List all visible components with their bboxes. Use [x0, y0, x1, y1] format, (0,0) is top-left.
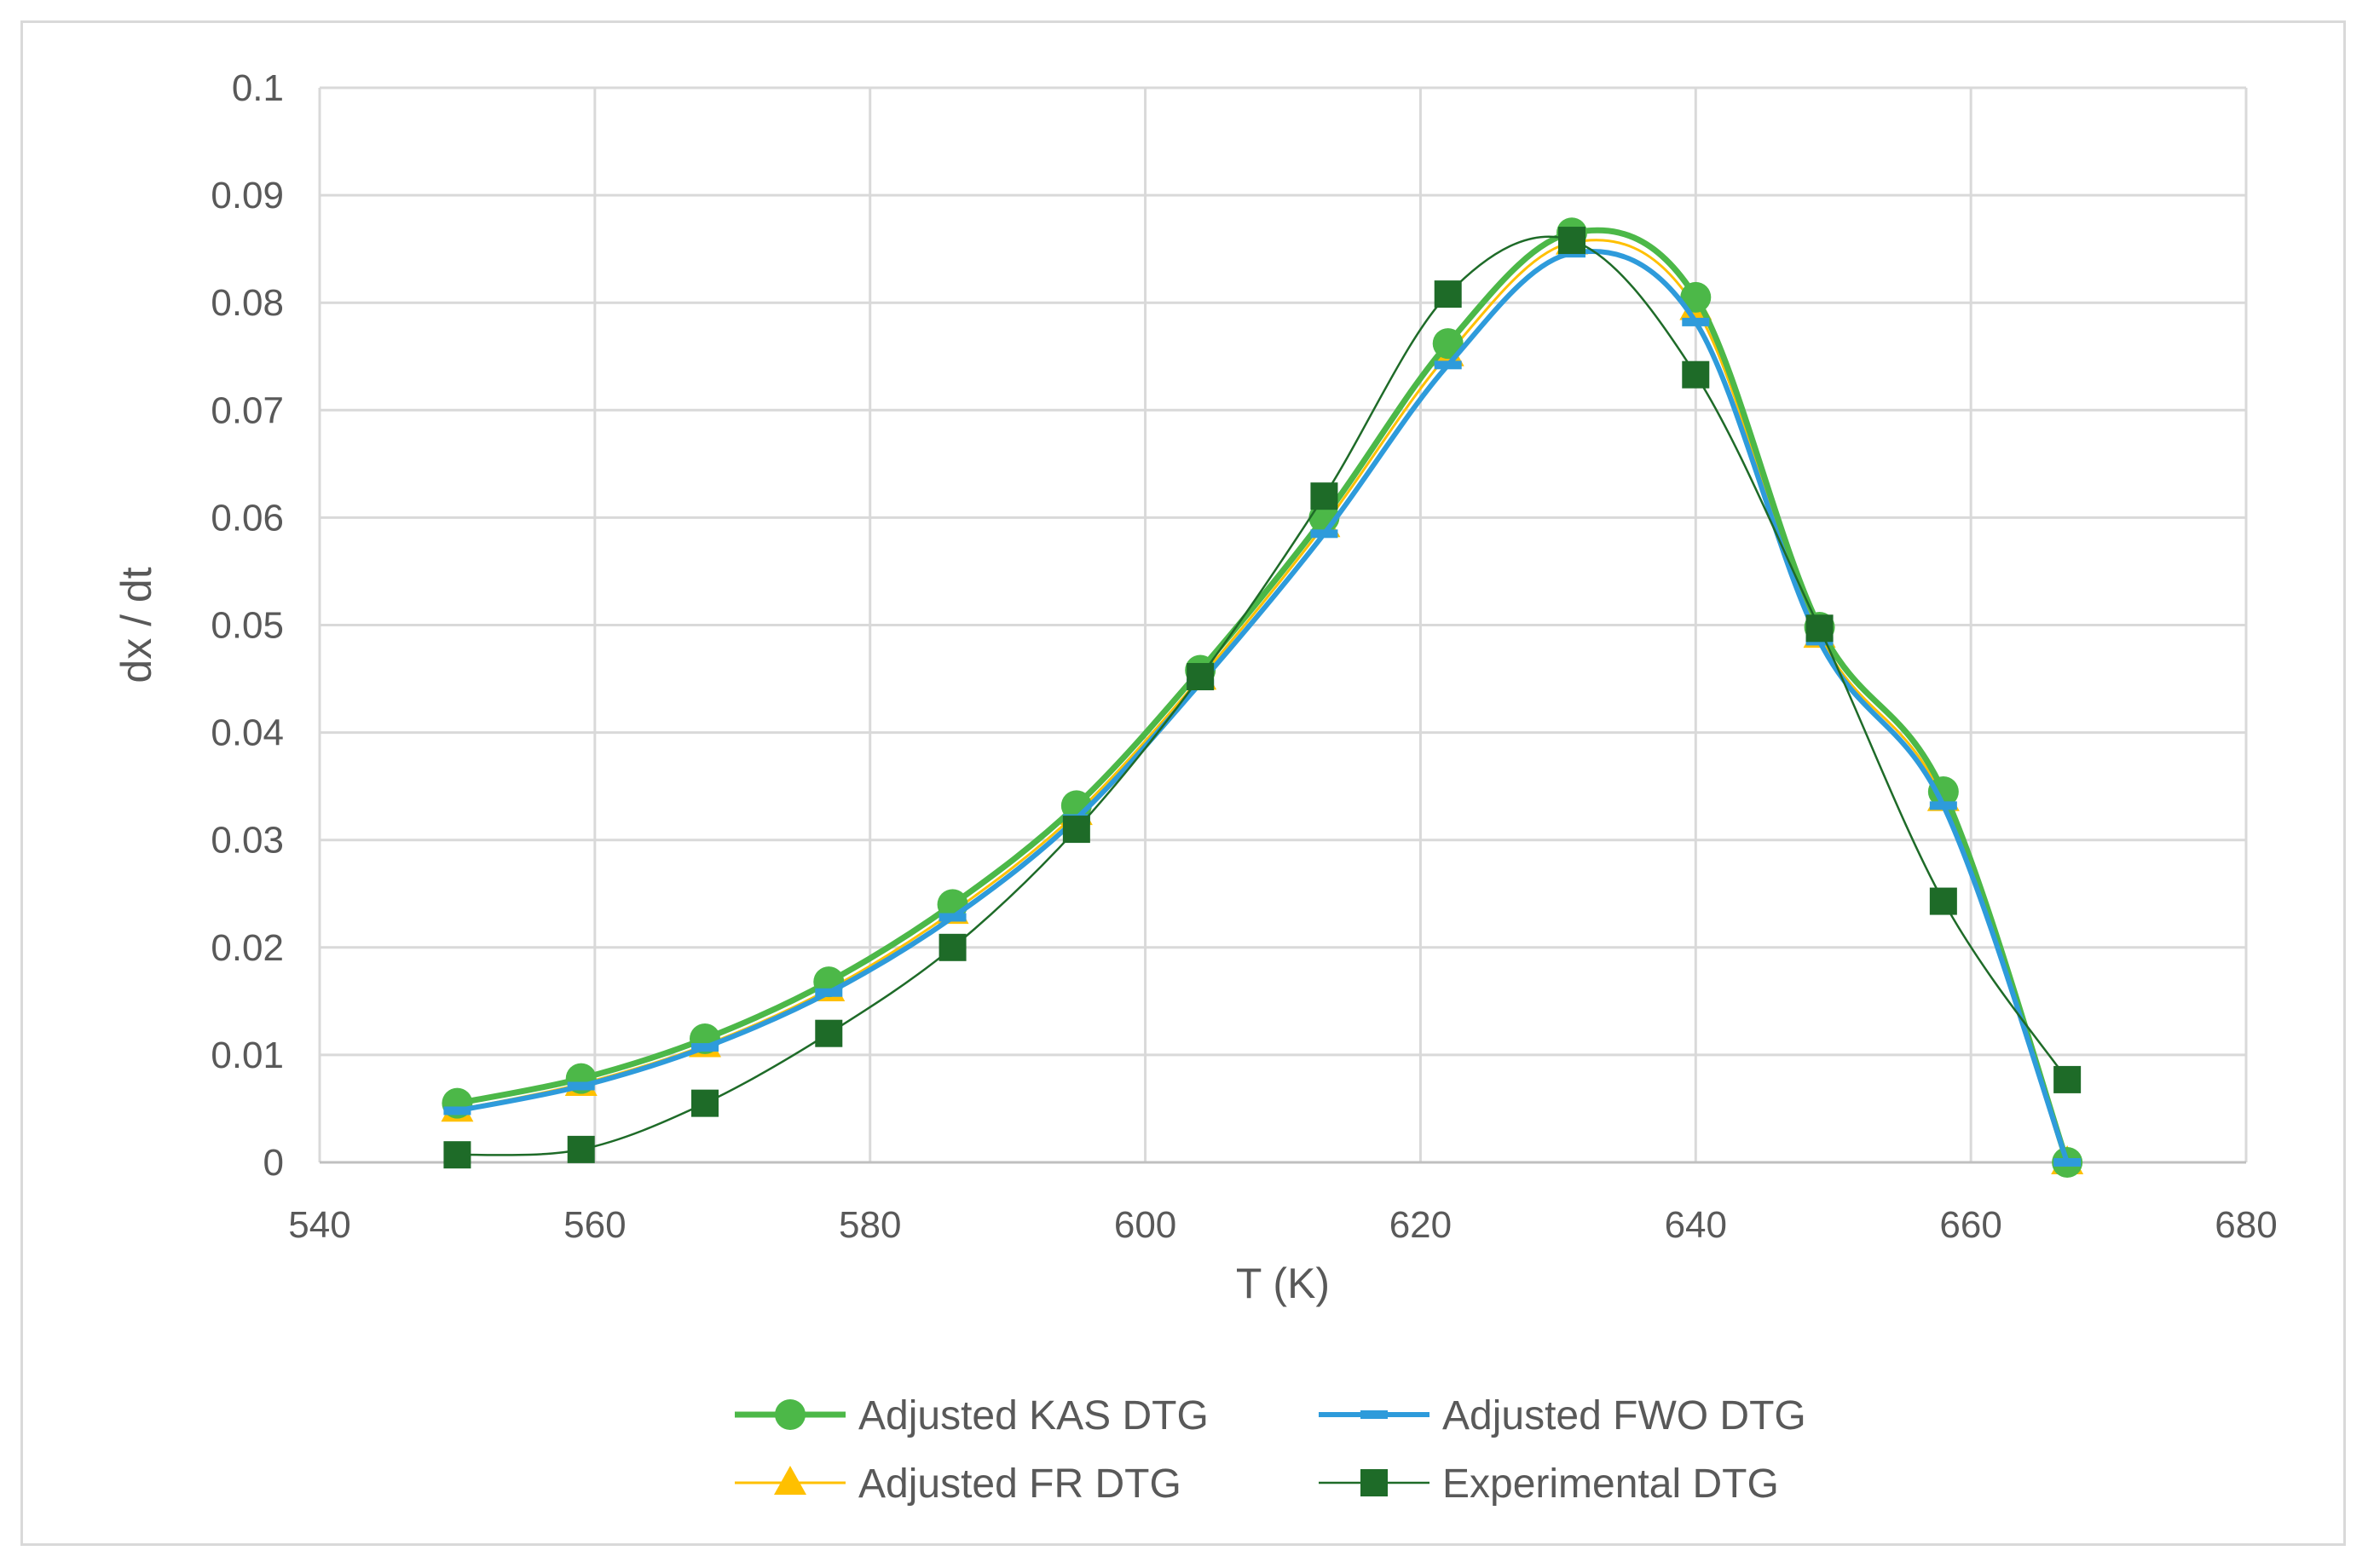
y-tick-label: 0.09 — [211, 175, 284, 216]
legend-label: Experimental DTG — [1442, 1461, 1779, 1507]
legend-swatch-marker — [1360, 1410, 1388, 1419]
series-experimental-dtg — [443, 227, 2082, 1169]
data-point — [1310, 529, 1338, 539]
series-adjusted-fr-dtg — [441, 225, 2084, 1174]
y-tick-label: 0.07 — [211, 389, 284, 431]
series-line — [455, 239, 2069, 1164]
tick-labels: 540 560 580 600 620 640 660 680 0 0.01 0.02 0.03 0.0… — [211, 67, 2277, 1246]
data-point — [1062, 816, 1090, 844]
data-point — [2053, 1158, 2082, 1167]
data-point — [1310, 482, 1338, 510]
legend-label: Adjusted KAS DTG — [858, 1393, 1209, 1438]
legend-swatch-marker — [1360, 1469, 1388, 1496]
x-tick-label: 680 — [2215, 1204, 2277, 1246]
y-tick-label: 0.1 — [232, 67, 284, 109]
y-tick-label: 0.05 — [211, 605, 284, 647]
x-tick-label: 640 — [1665, 1204, 1727, 1246]
legend-item: Adjusted FWO DTG — [1319, 1393, 1806, 1438]
data-point — [1927, 775, 1959, 807]
x-tick-label: 580 — [839, 1204, 901, 1246]
legend-item: Adjusted KAS DTG — [735, 1393, 1209, 1438]
series-adjusted-kas-dtg — [442, 217, 2083, 1178]
data-point — [567, 1081, 595, 1091]
y-tick-label: 0.02 — [211, 927, 284, 969]
series-line — [456, 235, 2069, 1156]
data-point — [691, 1089, 719, 1117]
x-tick-label: 540 — [288, 1204, 350, 1246]
data-point — [1432, 328, 1464, 360]
y-tick-label: 0 — [263, 1142, 284, 1184]
data-point — [1929, 801, 1957, 810]
data-point — [1680, 281, 1712, 313]
data-point — [1929, 887, 1957, 915]
data-point — [443, 1141, 471, 1169]
data-point — [2053, 1065, 2082, 1093]
gridlines — [318, 86, 2248, 1164]
series-layer — [441, 217, 2084, 1178]
data-point — [815, 1019, 843, 1047]
data-point — [815, 988, 843, 997]
y-tick-label: 0.03 — [211, 820, 284, 862]
legend-label: Adjusted FR DTG — [858, 1461, 1181, 1507]
x-tick-label: 660 — [1939, 1204, 2001, 1246]
x-tick-label: 560 — [563, 1204, 626, 1246]
data-point — [1805, 614, 1834, 643]
y-tick-label: 0.01 — [211, 1035, 284, 1076]
data-point — [1434, 360, 1462, 370]
legend-item: Experimental DTG — [1319, 1461, 1779, 1507]
data-point — [939, 933, 967, 961]
data-point — [1558, 227, 1585, 255]
y-tick-label: 0.04 — [211, 712, 284, 754]
y-axis-title: dx / dt — [113, 567, 160, 683]
x-tick-label: 620 — [1389, 1204, 1452, 1246]
x-tick-label: 600 — [1114, 1204, 1176, 1246]
data-point — [939, 913, 967, 922]
legend-item: Adjusted FR DTG — [735, 1461, 1181, 1507]
data-point — [1187, 663, 1215, 691]
data-point — [1682, 317, 1710, 326]
series-line — [453, 227, 2071, 1166]
dtg-chart: 540 560 580 600 620 640 660 680 0 0.01 0.02 0.03 0.0… — [113, 67, 2278, 1507]
legend: Adjusted KAS DTG Adjusted FWO DTG Adjusted… — [735, 1393, 1806, 1507]
data-point — [443, 1106, 471, 1115]
legend-swatch-marker — [775, 1399, 806, 1430]
data-point — [1434, 280, 1462, 308]
data-point — [1682, 360, 1710, 389]
data-point — [567, 1135, 595, 1163]
legend-label: Adjusted FWO DTG — [1442, 1393, 1806, 1438]
y-tick-label: 0.06 — [211, 497, 284, 539]
series-line — [454, 249, 2071, 1165]
legend-swatch-marker — [774, 1466, 806, 1495]
chart-frame: 540 560 580 600 620 640 660 680 0 0.01 0.02 0.03 0.0… — [20, 20, 2346, 1546]
series-adjusted-fwo-dtg — [443, 249, 2082, 1167]
x-axis-title: T (K) — [1236, 1260, 1330, 1307]
y-tick-label: 0.08 — [211, 282, 284, 324]
data-point — [691, 1043, 719, 1052]
